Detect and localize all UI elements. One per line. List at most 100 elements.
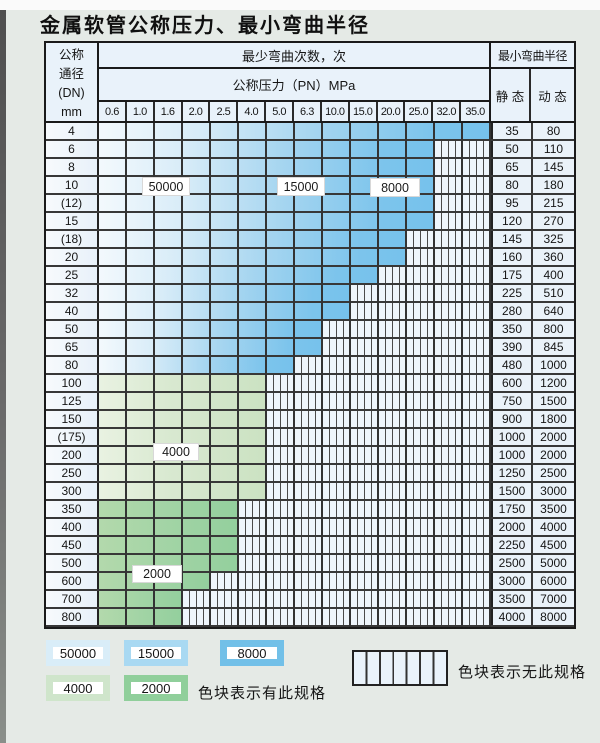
static-radius-cell: 95 [491, 195, 531, 211]
table-row: 150 900 1800 [46, 411, 574, 429]
legend-unavailable-caption: 色块表示无此规格 [458, 664, 587, 681]
dynamic-radius-cell: 145 [531, 159, 574, 175]
static-radius-cell: 65 [491, 159, 531, 175]
table-row: 800 4000 8000 [46, 609, 574, 627]
dn-cell: 300 [46, 483, 99, 499]
table-row: 6 50 110 [46, 141, 574, 159]
page-top-margin [0, 0, 600, 10]
dn-cell: 400 [46, 519, 99, 535]
dynamic-radius-cell: 215 [531, 195, 574, 211]
static-radius-cell: 1500 [491, 483, 531, 499]
dn-cell: 8 [46, 159, 99, 175]
pressure-column-header: 0.6 [99, 102, 127, 121]
availability-band [99, 303, 491, 319]
table-row: (175) 1000 2000 [46, 429, 574, 447]
dynamic-radius-cell: 800 [531, 321, 574, 337]
pressure-column-header: 4.0 [238, 102, 267, 121]
static-radius-cell: 3500 [491, 591, 531, 607]
spec-table: 公称 通径 (DN) mm 最少弯曲次数，次 公称压力（PN）MPa 0.6 1.… [44, 41, 576, 629]
unavailable-cells [295, 357, 491, 373]
available-cells [99, 123, 491, 139]
header-dn-line3: (DN) [58, 86, 85, 100]
dynamic-radius-cell: 400 [531, 267, 574, 283]
legend-swatch-4000: 4000 [46, 675, 110, 701]
dn-cell: 200 [46, 447, 99, 463]
available-cells [99, 159, 435, 175]
table-row: 700 3500 7000 [46, 591, 574, 609]
available-cells [99, 213, 435, 229]
dynamic-radius-cell: 4500 [531, 537, 574, 553]
static-radius-cell: 390 [491, 339, 531, 355]
available-cells [99, 375, 267, 391]
dynamic-radius-cell: 270 [531, 213, 574, 229]
unavailable-cells [267, 429, 491, 445]
availability-band [99, 501, 491, 517]
static-radius-cell: 4000 [491, 609, 531, 625]
availability-band [99, 483, 491, 499]
dynamic-radius-cell: 640 [531, 303, 574, 319]
static-radius-cell: 600 [491, 375, 531, 391]
table-row: 25 175 400 [46, 267, 574, 285]
available-cells [99, 303, 351, 319]
unavailable-cells [435, 213, 491, 229]
unavailable-cells [267, 411, 491, 427]
static-radius-cell: 750 [491, 393, 531, 409]
available-cells [99, 141, 435, 157]
availability-band [99, 609, 491, 625]
available-cells [99, 501, 239, 517]
dn-cell: 150 [46, 411, 99, 427]
available-cells [99, 483, 267, 499]
static-radius-cell: 350 [491, 321, 531, 337]
unavailable-cells [267, 447, 491, 463]
header-dynamic: 动 态 [538, 89, 567, 104]
unavailable-cells [407, 249, 491, 265]
header-pressure-values: 0.6 1.0 1.6 2.0 2.5 4.0 5.0 6.3 10.0 15.0 20.0 25.0… [99, 102, 489, 121]
static-radius-cell: 80 [491, 177, 531, 193]
availability-band [99, 267, 491, 283]
dynamic-radius-cell: 510 [531, 285, 574, 301]
legend-swatch-8000: 8000 [220, 640, 284, 666]
static-radius-cell: 225 [491, 285, 531, 301]
available-cells [99, 519, 239, 535]
dynamic-radius-cell: 6000 [531, 573, 574, 589]
dynamic-radius-cell: 1000 [531, 357, 574, 373]
unavailable-cells [267, 465, 491, 481]
dynamic-radius-cell: 360 [531, 249, 574, 265]
static-radius-cell: 900 [491, 411, 531, 427]
cycle-zone-label: 50000 [142, 177, 190, 196]
static-radius-cell: 1250 [491, 465, 531, 481]
availability-band [99, 357, 491, 373]
dn-cell: 20 [46, 249, 99, 265]
header-bend-cycles: 最少弯曲次数，次 [99, 43, 489, 69]
unavailable-cells [351, 303, 491, 319]
availability-band [99, 375, 491, 391]
dn-cell: 600 [46, 573, 99, 589]
unavailable-cells [183, 609, 491, 625]
legend-swatch-2000: 2000 [124, 675, 188, 701]
pressure-column-header: 15.0 [350, 102, 378, 121]
unavailable-cells [435, 141, 491, 157]
static-radius-cell: 280 [491, 303, 531, 319]
header-static-dynamic: 静 态 动 态 [491, 69, 574, 121]
dynamic-radius-cell: 3000 [531, 483, 574, 499]
header-dn-line1: 公称 [58, 48, 84, 62]
availability-band [99, 141, 491, 157]
header-pressure: 公称压力（PN）MPa [99, 69, 489, 102]
dn-cell: 100 [46, 375, 99, 391]
unavailable-cells [239, 555, 491, 571]
page-title: 金属软管公称压力、最小弯曲半径 [40, 13, 370, 37]
availability-band [99, 537, 491, 553]
static-radius-cell: 3000 [491, 573, 531, 589]
unavailable-cells [435, 177, 491, 193]
table-row: 350 1750 3500 [46, 501, 574, 519]
unavailable-cells [267, 483, 491, 499]
unavailable-cells [267, 393, 491, 409]
dn-cell: 10 [46, 177, 99, 193]
dn-cell: 65 [46, 339, 99, 355]
availability-band [99, 465, 491, 481]
pressure-column-header: 32.0 [433, 102, 462, 121]
pressure-column-header: 25.0 [405, 102, 434, 121]
header-dn-line4: mm [61, 105, 82, 119]
availability-band [99, 393, 491, 409]
